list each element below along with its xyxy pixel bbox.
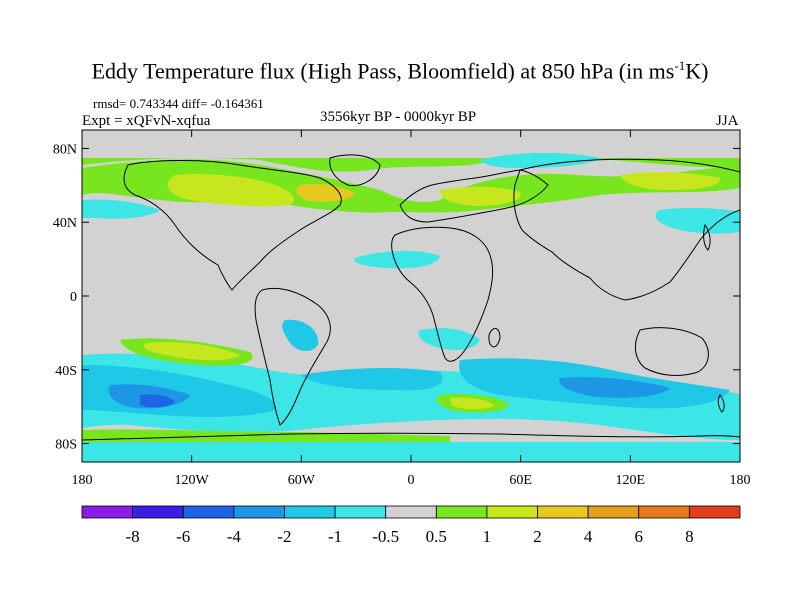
shade-canada-yellow [167,173,294,207]
colorbar-swatch [638,505,690,519]
colorbar-swatch [233,505,285,519]
colorbar-swatch [435,505,488,519]
colorbar-swatch [385,505,437,519]
shade-s-pac-pos-yellow [144,342,240,361]
shade-antarctic-cyan [82,442,740,462]
colorbar-label: -6 [176,527,190,546]
colorbar-swatch [486,505,538,519]
lat-tick-label: 40S [55,364,77,379]
shade-siberia-yellow [620,172,721,190]
coast-north-america [123,159,342,291]
colorbar-label: 2 [533,527,542,546]
coast-asia [513,158,740,301]
experiment-label: Expt = xQFvN-xqfua [82,113,211,129]
colorbar-label: -2 [277,527,291,546]
colorbar-swatch [587,505,640,519]
coast-japan [703,223,711,251]
shade-south-indian-deep [559,377,670,398]
shade-s-atl-yellow [450,397,495,409]
lat-tick-label: 0 [70,290,77,305]
colorbar-label: 1 [483,527,492,546]
shade-atlantic-neg [354,250,440,269]
colorbar-swatch [284,505,336,519]
shade-south-band-cyan [82,353,740,440]
lon-tick-label: 0 [408,473,415,488]
shade-arctic-cyan [480,152,600,168]
coast-europe [399,169,549,223]
lon-tick-label: 60W [288,473,316,488]
shade-africa-neg [418,328,480,350]
coast-south-america [254,287,331,426]
lon-tick-label: 180 [72,473,93,488]
statistics-text: rmsd= 0.743344 diff= -0.164361 [93,96,264,111]
colorbar: -8 -6 -4 -2 -1 -0.5 0.5 1 2 4 6 8 [81,505,741,546]
lon-tick-label: 180 [730,473,751,488]
colorbar-label: 8 [685,527,694,546]
lon-tick-label: 60E [509,473,532,488]
shade-pacific-neg [82,199,160,219]
colorbar-label: -8 [126,527,140,546]
shade-s-america-neg [282,319,319,352]
period-label: 3556kyr BP - 0000kyr BP [320,109,477,125]
colorbar-label: -1 [328,527,342,546]
colorbar-swatch [132,505,184,519]
shade-canada-orange [296,184,355,202]
shade-europe-yellow [440,186,521,206]
coast-new-zealand [717,394,725,413]
coastlines [82,154,740,441]
coast-antarctica [82,432,740,441]
lat-tick-label: 80N [53,142,77,157]
lon-tick-label: 120W [175,473,210,488]
lat-tick-label: 40N [53,216,77,231]
colorbar-swatch [81,505,134,519]
plot-title: Eddy Temperature flux (High Pass, Bloomf… [91,58,709,84]
coast-madagascar [488,327,501,348]
shade-south-pacific-core [140,394,175,408]
colorbar-swatch [688,505,741,519]
colorbar-label: -0.5 [372,527,399,546]
axis-ticks: 80N 40N 0 40S 80S 180 120W 60W 0 60E 120E 180 [53,130,751,488]
colorbar-label: 4 [584,527,593,546]
shade-south-atlantic [300,368,443,391]
season-label: JJA [716,113,739,129]
shade-north-arctic-pos [82,155,740,172]
colorbar-swatch [334,505,387,519]
colorbar-label: -4 [227,527,242,546]
lon-tick-label: 120E [616,473,646,488]
anomaly-shading [82,152,740,462]
coast-greenland [329,154,381,187]
colorbar-label: 0.5 [426,527,447,546]
shade-npacific-neg [655,207,740,234]
coast-australia [634,327,709,376]
coast-africa [391,226,494,362]
colorbar-label: 6 [635,527,644,546]
colorbar-swatch [537,505,589,519]
lat-tick-label: 80S [55,438,77,453]
colorbar-swatch [182,505,235,519]
